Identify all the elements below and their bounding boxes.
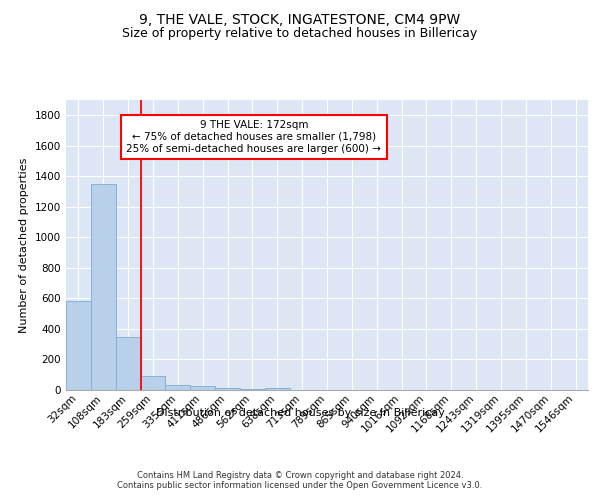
Bar: [265, 388, 290, 390]
Bar: [91, 184, 116, 390]
Bar: [166, 386, 190, 390]
Bar: [116, 336, 140, 390]
Text: 9, THE VALE, STOCK, INGATESTONE, CM4 9PW: 9, THE VALE, STOCK, INGATESTONE, CM4 9PW: [139, 12, 461, 26]
Bar: [66, 302, 91, 390]
Text: Size of property relative to detached houses in Billericay: Size of property relative to detached ho…: [122, 28, 478, 40]
Bar: [190, 386, 215, 390]
Bar: [215, 388, 240, 390]
Text: Distribution of detached houses by size in Billericay: Distribution of detached houses by size …: [155, 408, 445, 418]
Text: 9 THE VALE: 172sqm
← 75% of detached houses are smaller (1,798)
25% of semi-deta: 9 THE VALE: 172sqm ← 75% of detached hou…: [127, 120, 382, 154]
Bar: [240, 389, 265, 390]
Bar: [140, 376, 166, 390]
Y-axis label: Number of detached properties: Number of detached properties: [19, 158, 29, 332]
Text: Contains HM Land Registry data © Crown copyright and database right 2024.
Contai: Contains HM Land Registry data © Crown c…: [118, 470, 482, 490]
